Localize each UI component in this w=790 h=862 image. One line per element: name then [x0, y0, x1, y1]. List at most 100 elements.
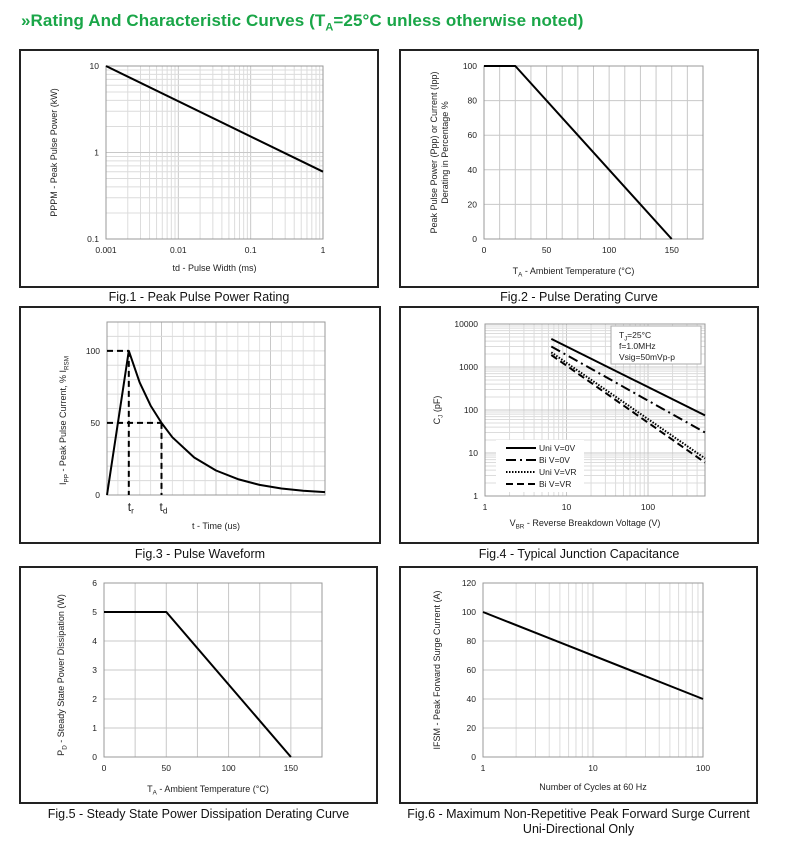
- title-text-suffix: =25°C unless otherwise noted): [333, 11, 584, 30]
- y-tick-label: 80: [468, 96, 478, 106]
- y-tick-label: 10000: [454, 319, 478, 329]
- subscript: D: [62, 745, 69, 750]
- y-axis-label: CJ (pF): [432, 396, 445, 425]
- plot-border: [105, 65, 324, 240]
- y-tick-label: 100: [86, 346, 100, 356]
- y-tick-label: 1: [94, 148, 99, 158]
- condition-tj: TJ=25°C: [619, 330, 651, 343]
- series-line-bi-v-vr: [550, 354, 706, 464]
- y-tick-label: 10: [469, 448, 479, 458]
- plot-border: [483, 65, 704, 240]
- y-tick-label: 1: [92, 723, 97, 733]
- x-axis-label: VBR - Reverse Breakdown Voltage (V): [510, 518, 661, 531]
- fig5-frame: [19, 566, 378, 804]
- fig4-chart: 1 10 100110100100010000TJ=25°Cf=1.0MHzVsig…: [432, 319, 706, 531]
- y-tick-label: 1: [473, 491, 478, 501]
- subscript: PP: [64, 474, 71, 482]
- text-span: - Steady State Power Dissipation (W): [56, 594, 66, 745]
- y-tick-label: 0: [471, 752, 476, 762]
- legend-label: Bi V=VR: [539, 479, 571, 489]
- subscript: J: [624, 337, 627, 343]
- plot-border: [103, 582, 323, 758]
- text-span: T: [147, 784, 153, 794]
- x-tick-label: 100: [221, 763, 235, 773]
- x-tick-label: 0: [102, 763, 107, 773]
- title-subscript: A: [325, 21, 334, 34]
- subscript: BR: [516, 524, 525, 531]
- y-tick-label: 1000: [459, 362, 478, 372]
- x-tick-label: 100: [696, 763, 710, 773]
- x-axis-label: TA - Ambient Temperature (°C): [147, 784, 269, 797]
- fig2-frame: [399, 49, 759, 288]
- y-tick-label: 3: [92, 665, 97, 675]
- text-span: C: [432, 417, 442, 424]
- condition-frequency: f=1.0MHz: [619, 341, 656, 351]
- series-line-pppm: [105, 65, 324, 173]
- x-tick-label: 0: [482, 245, 487, 255]
- subscript: A: [153, 790, 158, 797]
- y-tick-label: 0: [472, 234, 477, 244]
- y-tick-label: 100: [462, 607, 476, 617]
- x-tick-label: 150: [665, 245, 679, 255]
- text-span: - Ambient Temperature (°C): [157, 784, 269, 794]
- text-span: (pF): [432, 396, 442, 415]
- text-span: t: [159, 500, 163, 514]
- series-line-pulse: [106, 349, 326, 496]
- y-tick-label: 4: [92, 636, 97, 646]
- fig1-chart: 0.001 0.01 0.1 1 0.1 1 10 td - Pulse Width (ms)…: [49, 61, 326, 273]
- x-tick-label: 10: [562, 502, 572, 512]
- y-axis-label-line1: Peak Pulse Power (Ppp) or Current (Ipp): [429, 71, 439, 233]
- title-text: »Rating And Characteristic Curves (T: [21, 11, 326, 30]
- y-tick-label: 60: [468, 130, 478, 140]
- x-tick-label: 100: [602, 245, 616, 255]
- fig1-caption: Fig.1 - Peak Pulse Power Rating: [108, 290, 290, 304]
- series-line-pd: [104, 611, 292, 758]
- x-tick-label: 50: [162, 763, 172, 773]
- x-tick-label: 0.001: [95, 245, 117, 255]
- x-tick-label: 1: [483, 502, 488, 512]
- y-tick-label: 80: [467, 636, 477, 646]
- y-tick-label: 10: [90, 61, 100, 71]
- tr-label: tr: [128, 500, 134, 516]
- fig3-caption: Fig.3 - Pulse Waveform: [134, 547, 266, 561]
- x-axis-label: td - Pulse Width (ms): [172, 263, 256, 273]
- x-tick-label: 10: [588, 763, 598, 773]
- x-tick-label: 150: [284, 763, 298, 773]
- plot-border: [484, 323, 706, 497]
- series-line-uni-v-vr: [550, 351, 706, 460]
- y-axis-label: PD - Steady State Power Dissipation (W): [56, 594, 69, 756]
- conditions-box: [610, 325, 702, 365]
- y-tick-label: 100: [463, 61, 477, 71]
- x-axis-label: Number of Cycles at 60 Hz: [539, 782, 647, 792]
- fig6-caption-line2: Uni-Directional Only: [522, 822, 635, 836]
- legend-label: Bi V=0V: [539, 455, 570, 465]
- subscript: d: [163, 506, 168, 516]
- plot-border: [482, 582, 704, 758]
- fig6-caption: Fig.6 - Maximum Non-Repetitive Peak Forw…: [407, 807, 750, 821]
- x-axis-label: t - Time (us): [192, 521, 240, 531]
- text-span: =25°C: [627, 330, 651, 340]
- y-tick-label: 100: [464, 405, 478, 415]
- series-line-ifsm: [482, 611, 704, 700]
- legend-label: Uni V=VR: [539, 467, 577, 477]
- subscript: A: [518, 272, 523, 279]
- y-axis-label: IPP - Peak Pulse Current, % IRSM: [58, 356, 71, 485]
- y-tick-label: 120: [462, 578, 476, 588]
- y-tick-label: 6: [92, 578, 97, 588]
- plot-border: [106, 321, 326, 496]
- y-axis-label: PPPM - Peak Pulse Power (kW): [49, 88, 59, 217]
- series-line-uni-v-0v: [550, 338, 706, 417]
- text-span: - Peak Pulse Current, % I: [58, 370, 68, 474]
- y-tick-label: 5: [92, 607, 97, 617]
- y-tick-label: 20: [467, 723, 477, 733]
- series-line-bi-v-0v: [550, 345, 706, 434]
- y-axis-label: IFSM - Peak Forward Surge Current (A): [432, 590, 442, 749]
- text-span: T: [619, 330, 624, 340]
- x-axis-label: TA - Ambient Temperature (°C): [513, 266, 635, 279]
- subscript: RSM: [64, 356, 71, 370]
- x-tick-label: 50: [542, 245, 552, 255]
- y-tick-label: 40: [467, 694, 477, 704]
- x-tick-label: 0.01: [170, 245, 187, 255]
